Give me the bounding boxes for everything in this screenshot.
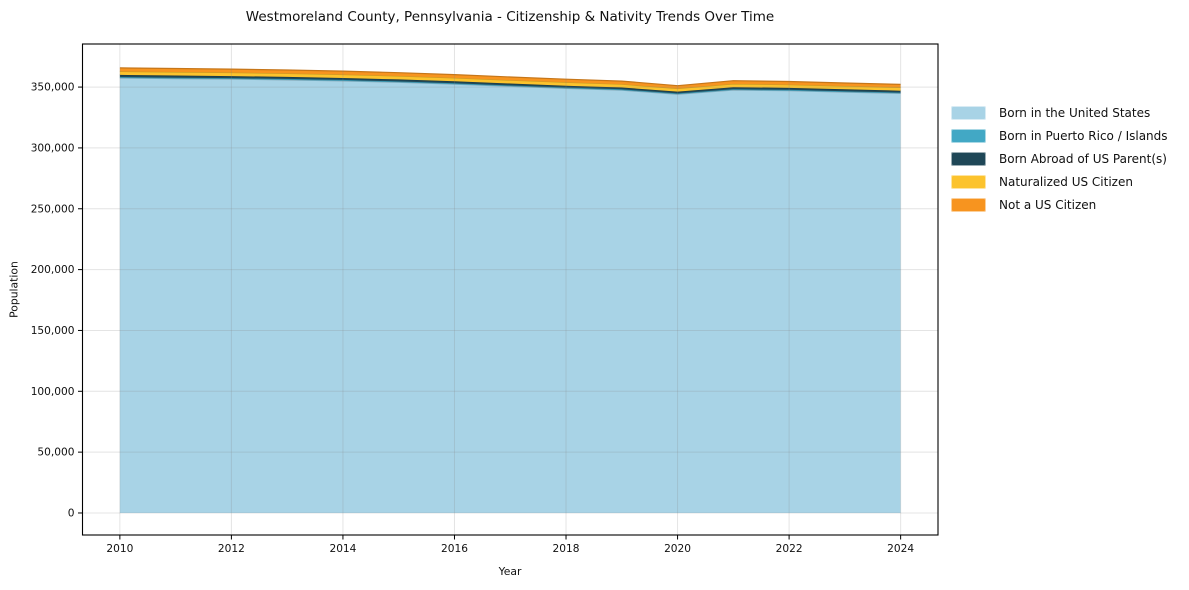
area-series-0 — [119, 78, 901, 513]
y-tick-label-6: 300,000 — [31, 143, 75, 155]
legend-item-4: Not a US Citizen — [951, 198, 1168, 212]
plot-border — [81, 43, 939, 536]
y-tick-label-5: 250,000 — [31, 203, 75, 215]
x-tick-label-5: 2020 — [664, 543, 691, 555]
legend-swatch-icon — [951, 152, 986, 166]
x-tick-label-7: 2024 — [887, 543, 914, 555]
legend-label: Naturalized US Citizen — [999, 174, 1133, 189]
legend-item-0: Born in the United States — [951, 106, 1168, 120]
x-tick-label-6: 2022 — [776, 543, 803, 555]
x-axis-label: Year — [498, 565, 522, 578]
y-tick-label-1: 50,000 — [37, 447, 74, 459]
y-tick-label-0: 0 — [68, 508, 75, 520]
legend-label: Born in the United States — [999, 105, 1151, 120]
legend-swatch-icon — [951, 106, 986, 120]
legend-swatch-icon — [951, 198, 986, 212]
legend-item-3: Naturalized US Citizen — [951, 175, 1168, 189]
area-series-2 — [119, 74, 901, 94]
x-tick-label-2: 2014 — [329, 543, 356, 555]
legend-swatch-icon — [951, 129, 986, 143]
legend-item-2: Born Abroad of US Parent(s) — [951, 152, 1168, 166]
legend-label: Not a US Citizen — [999, 197, 1097, 212]
x-tick-label-4: 2018 — [553, 543, 580, 555]
legend-swatch-icon — [951, 175, 986, 189]
y-tick-label-3: 150,000 — [31, 325, 75, 337]
y-tick-label-7: 350,000 — [31, 82, 75, 94]
legend-item-1: Born in Puerto Rico / Islands — [951, 129, 1168, 143]
x-tick-label-1: 2012 — [218, 543, 245, 555]
x-tick-label-3: 2016 — [441, 543, 468, 555]
legend: Born in the United States Born in Puerto … — [951, 106, 1168, 212]
x-tick-label-0: 2010 — [106, 543, 133, 555]
y-axis-label: Population — [7, 261, 21, 318]
y-tick-label-2: 100,000 — [31, 386, 75, 398]
y-tick-label-4: 200,000 — [31, 264, 75, 276]
legend-label: Born in Puerto Rico / Islands — [999, 128, 1168, 143]
chart-title: Westmoreland County, Pennsylvania - Citi… — [245, 9, 775, 25]
area-topline-4 — [119, 67, 901, 87]
legend-label: Born Abroad of US Parent(s) — [999, 151, 1167, 166]
